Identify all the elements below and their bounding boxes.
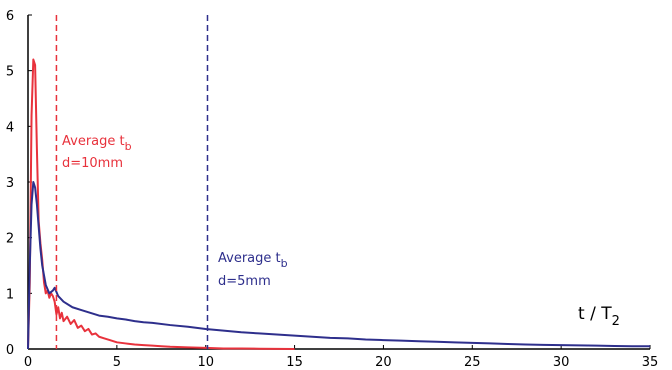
series-group bbox=[27, 58, 650, 350]
series-line-2 bbox=[27, 181, 650, 350]
axes: 0 1 2 3 4 5 6 0 5 10 15 20 25 30 35 bbox=[6, 9, 658, 370]
x-tick-label: 15 bbox=[286, 355, 303, 370]
x-axis-title: t / T2 bbox=[578, 304, 620, 329]
x-axis-label: t / T2 bbox=[578, 304, 620, 329]
x-axis-label-main: t / T bbox=[578, 304, 612, 324]
average-label-1: Average tb bbox=[62, 134, 132, 153]
diameter-label-2: d=5mm bbox=[218, 274, 271, 289]
average-label-text: Average t bbox=[218, 251, 281, 266]
x-tick-label: 25 bbox=[464, 355, 481, 370]
y-tick-label: 6 bbox=[6, 9, 14, 24]
y-tick-label: 1 bbox=[6, 287, 14, 302]
x-tick-label: 5 bbox=[113, 355, 121, 370]
x-tick-label: 35 bbox=[642, 355, 659, 370]
y-tick-label: 2 bbox=[6, 232, 14, 247]
x-tick-label: 30 bbox=[553, 355, 570, 370]
x-tick-label: 20 bbox=[375, 355, 392, 370]
y-tick-label: 4 bbox=[6, 120, 14, 135]
y-tick-label: 0 bbox=[6, 343, 14, 358]
average-label-text: Average t bbox=[62, 134, 125, 149]
y-tick-label: 3 bbox=[6, 176, 14, 191]
average-label-subscript: b bbox=[281, 257, 288, 270]
x-tick-label: 10 bbox=[197, 355, 214, 370]
x-tick-label: 0 bbox=[24, 355, 32, 370]
average-label-subscript: b bbox=[125, 140, 132, 153]
x-axis-label-subscript: 2 bbox=[612, 314, 620, 329]
diameter-label-1: d=10mm bbox=[62, 156, 123, 171]
y-tick-label: 5 bbox=[6, 65, 14, 80]
average-label-2: Average tb bbox=[218, 251, 288, 270]
